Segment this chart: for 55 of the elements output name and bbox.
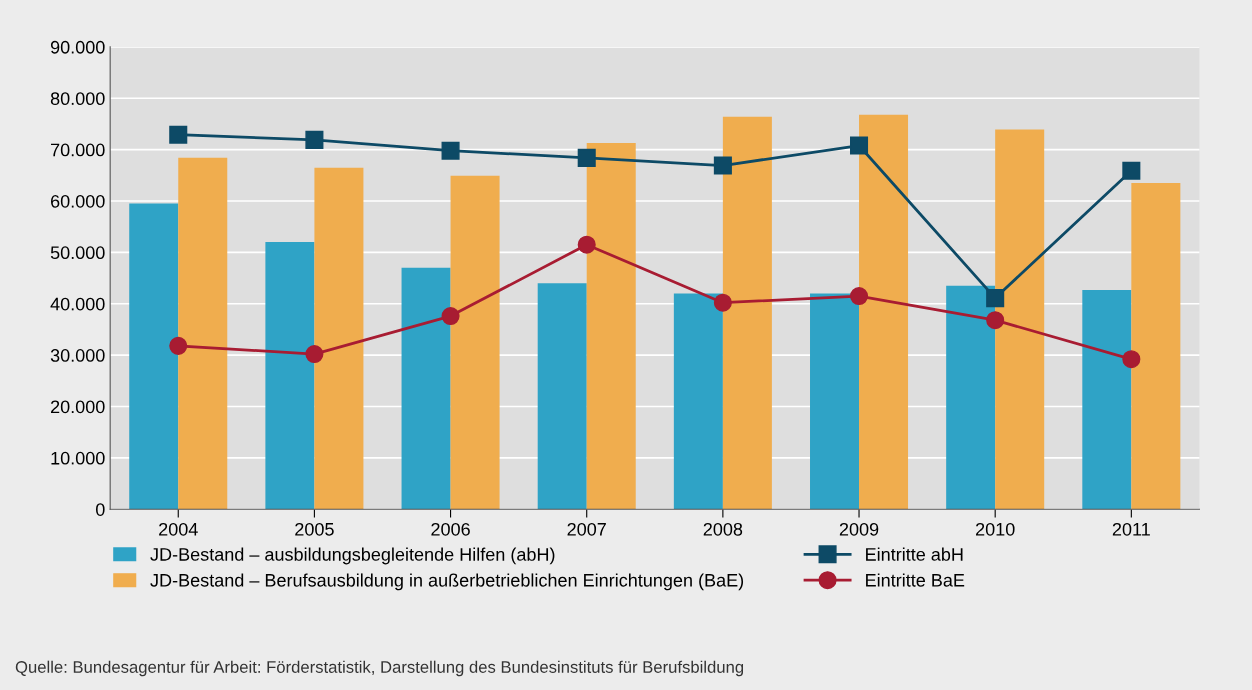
bar [673,293,723,510]
source-note: Quelle: Bundesagentur für Arbeit: Förderstatistik, Darstellung des Bundesinstituts für Berufsbildung [15,660,744,677]
point [1122,350,1141,369]
bar [722,116,772,510]
y-tick-label: 20.000 [51,400,105,414]
x-tick-label: 2007 [567,522,606,536]
y-tick-label: 0 [95,503,105,516]
point [169,125,188,144]
x-tick-label: 2010 [976,522,1015,536]
point [986,289,1005,308]
y-tick-label: 10.000 [51,451,105,465]
y-tick-label: 70.000 [51,143,105,157]
point [441,307,460,326]
point [577,148,596,167]
y-tick-label: 40.000 [50,297,105,311]
x-tick-label: 2008 [703,522,743,536]
bar [129,203,179,510]
legend-label: Eintritte abH [866,547,963,561]
bar [995,129,1045,510]
bar [537,283,587,510]
bar [810,293,860,510]
point [986,311,1005,330]
y-tick-label: 80.000 [50,92,105,106]
bar [178,157,228,510]
point [850,287,869,306]
bar [586,142,636,510]
bar [401,267,451,510]
point [441,141,460,160]
bar [1082,289,1132,510]
bar [1131,183,1181,510]
point [577,235,596,254]
y-tick-label: 50.000 [50,246,105,260]
y-tick-label: 30.000 [50,349,105,362]
legend-label: Eintritte BaE [866,573,965,587]
y-tick-label: 90.000 [50,40,105,54]
x-tick-label: 2006 [431,522,470,536]
point [850,136,869,155]
point [305,345,324,364]
bar [859,114,909,510]
bar [450,175,500,510]
legend-label: JD-Bestand – ausbildungsbegleitende Hilfen (abH) [150,547,555,565]
point [713,293,732,312]
point [305,130,324,149]
bar [946,285,996,510]
bar [265,242,315,510]
point [169,336,188,355]
x-tick-label: 2004 [159,522,198,536]
x-tick-label: 2011 [1112,522,1150,536]
bar [314,167,364,510]
y-tick-label: 60.000 [51,194,105,208]
x-tick-label: 2005 [295,522,334,536]
point [713,156,732,175]
point [1122,161,1141,180]
x-tick-label: 2009 [839,522,879,536]
legend-label: JD-Bestand – Berufsausbildung in außerbetrieblichen Einrichtungen (BaE) [150,573,744,591]
